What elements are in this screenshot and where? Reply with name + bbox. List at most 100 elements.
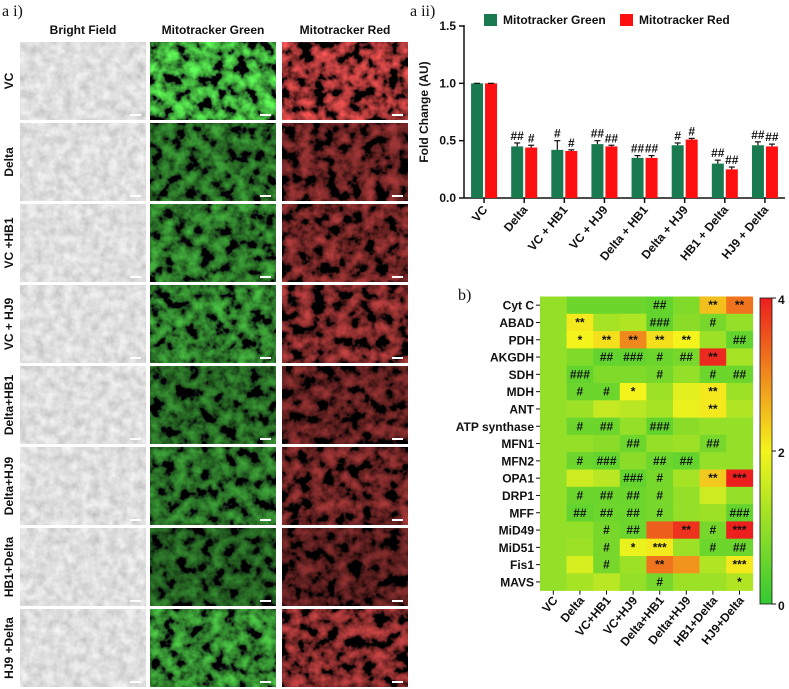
row-label: DRP1 [502, 489, 534, 503]
bar [711, 163, 724, 198]
heatmap-cell [699, 469, 727, 488]
heatmap-cell [726, 504, 754, 522]
cell-annotation: ## [733, 333, 747, 347]
x-tick-label: VC [469, 203, 491, 225]
heatmap-cell [699, 383, 727, 401]
heatmap-cell [673, 383, 700, 401]
heatmap-cell [540, 486, 567, 505]
heatmap-cell [593, 365, 621, 384]
cell-annotation: ** [682, 333, 692, 347]
cell-annotation: *** [732, 471, 746, 485]
heatmap-cell [593, 538, 621, 557]
cell-annotation: # [656, 488, 663, 502]
heatmap-cell [619, 469, 647, 488]
heatmap-cell [593, 486, 621, 505]
legend-label: Mitotracker Green [503, 13, 606, 27]
heatmap-cell [726, 469, 754, 488]
cell-annotation: ## [626, 523, 640, 537]
heatmap-cell [540, 331, 567, 349]
heatmap-cell [593, 469, 621, 488]
row-label: MFF [509, 506, 534, 520]
micrograph [282, 285, 408, 363]
row-label: VC [2, 72, 16, 89]
heatmap-cell [699, 331, 727, 349]
heatmap-cell [619, 504, 647, 522]
heatmap-cell [699, 365, 727, 384]
heatmap-cell [646, 296, 674, 315]
micrograph-shade [282, 366, 408, 444]
cell-annotation: ## [600, 506, 614, 520]
heatmap-cell [593, 331, 621, 349]
heatmap-cell [646, 434, 674, 453]
heatmap-cell [593, 400, 621, 418]
micrograph [150, 123, 276, 201]
heatmap-cell [593, 504, 621, 522]
cell-annotation: ## [733, 540, 747, 554]
row-label: VC + HJ9 [2, 297, 16, 350]
cell-annotation: # [656, 350, 663, 364]
heatmap-cell [673, 417, 700, 436]
heatmap-cell [619, 365, 647, 384]
colorbar-tick-label: 4 [778, 293, 785, 307]
micrograph [282, 447, 408, 525]
panel-label: a ii) [410, 3, 435, 20]
heatmap-cell [646, 538, 674, 557]
micrograph [20, 528, 146, 606]
micrograph-shade [150, 123, 276, 201]
heatmap-cell [619, 296, 647, 315]
column-header: Mitotracker Red [300, 23, 391, 37]
micrograph-shade [20, 528, 146, 606]
bar [631, 157, 644, 198]
heatmap-cell [566, 486, 594, 505]
y-tick-label: 0.5 [439, 134, 456, 148]
heatmap-cell [593, 452, 621, 470]
significance: ## [631, 142, 645, 156]
cell-annotation: ** [682, 523, 692, 537]
heatmap-cell [646, 365, 674, 384]
cell-annotation: ## [573, 506, 587, 520]
heatmap-cell [566, 400, 594, 418]
heatmap-cell [566, 521, 594, 539]
micrograph [282, 123, 408, 201]
bar [485, 83, 498, 198]
micrograph-shade [20, 42, 146, 120]
row-label: SDH [509, 368, 534, 382]
panel-label: b) [458, 287, 471, 304]
row-label: VC +HB1 [2, 217, 16, 268]
cell-annotation: # [656, 471, 663, 485]
row-label: HJ9 +Delta [2, 617, 16, 679]
cell-annotation: ### [650, 419, 670, 433]
significance: ## [605, 131, 619, 145]
heatmap-cell [593, 417, 621, 436]
row-label: Delta+HB1 [2, 374, 16, 435]
cell-annotation: # [577, 488, 584, 502]
y-tick-label: 1.0 [439, 76, 456, 90]
heatmap-cell [619, 417, 647, 436]
heatmap-cell [540, 538, 567, 557]
heatmap-cell [646, 313, 674, 332]
heatmap-cell [726, 400, 754, 418]
micrograph-shade [282, 447, 408, 525]
row-label: OPA1 [502, 472, 534, 486]
cell-annotation: # [603, 540, 610, 554]
cell-annotation: ** [708, 385, 718, 399]
micrograph-shade [282, 204, 408, 282]
significance: # [688, 124, 695, 138]
micrograph-shade [20, 366, 146, 444]
micrograph [150, 42, 276, 120]
micrograph [150, 366, 276, 444]
heatmap-cell [699, 400, 727, 418]
cell-annotation: ### [650, 315, 670, 329]
row-label: HB1+Delta [2, 536, 16, 597]
heatmap-cell [540, 556, 567, 574]
cell-annotation: ### [623, 471, 643, 485]
cell-annotation: # [710, 523, 717, 537]
heatmap-cell [566, 348, 594, 366]
x-tick-label: VC + HB1 [525, 203, 571, 254]
cell-annotation: ** [628, 333, 638, 347]
significance: ## [765, 130, 779, 144]
significance: # [674, 129, 681, 143]
heatmap-cell [726, 538, 754, 557]
heatmap-cell [566, 469, 594, 488]
